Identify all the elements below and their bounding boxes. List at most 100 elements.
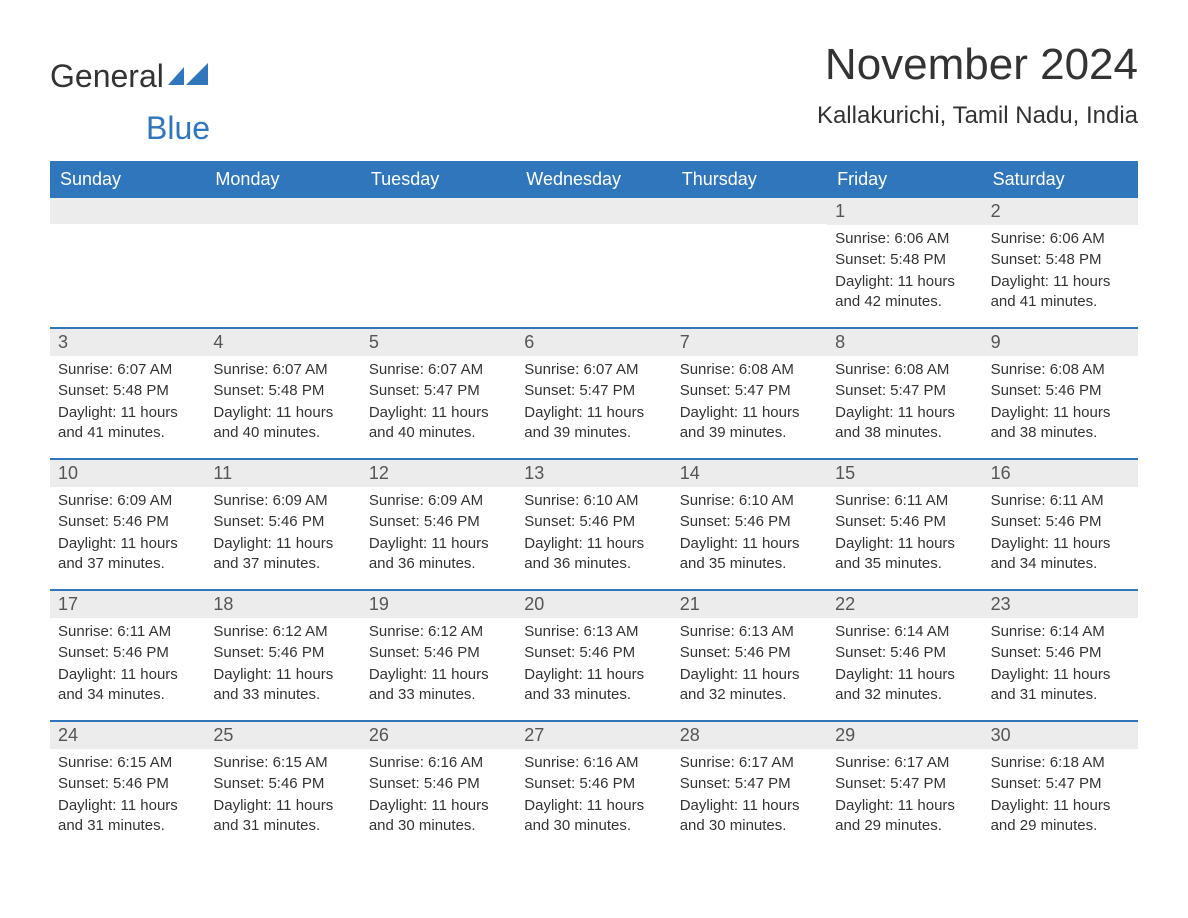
day-number: 6 [516, 329, 671, 356]
day-details: Sunrise: 6:16 AMSunset: 5:46 PMDaylight:… [516, 749, 671, 851]
calendar: Sunday Monday Tuesday Wednesday Thursday… [50, 161, 1138, 851]
day-details: Sunrise: 6:16 AMSunset: 5:46 PMDaylight:… [361, 749, 516, 851]
sunset-line: Sunset: 5:47 PM [835, 381, 974, 401]
day-details: Sunrise: 6:13 AMSunset: 5:46 PMDaylight:… [672, 618, 827, 720]
day-details: Sunrise: 6:08 AMSunset: 5:46 PMDaylight:… [983, 356, 1138, 458]
day-details: Sunrise: 6:09 AMSunset: 5:46 PMDaylight:… [205, 487, 360, 589]
day-details: Sunrise: 6:10 AMSunset: 5:46 PMDaylight:… [516, 487, 671, 589]
sunset-line: Sunset: 5:46 PM [369, 643, 508, 663]
sunrise-line: Sunrise: 6:16 AM [524, 753, 663, 773]
sunset-line: Sunset: 5:47 PM [680, 381, 819, 401]
day-number: 17 [50, 591, 205, 618]
day-details: Sunrise: 6:18 AMSunset: 5:47 PMDaylight:… [983, 749, 1138, 851]
daylight-line: Daylight: 11 hours and 35 minutes. [835, 534, 974, 575]
weekday-header: Friday [827, 161, 982, 198]
weekday-header: Thursday [672, 161, 827, 198]
sunrise-line: Sunrise: 6:12 AM [369, 622, 508, 642]
day-number: 21 [672, 591, 827, 618]
day-details: Sunrise: 6:06 AMSunset: 5:48 PMDaylight:… [983, 225, 1138, 327]
day-number: 4 [205, 329, 360, 356]
month-title: November 2024 [817, 40, 1138, 90]
day-details: Sunrise: 6:11 AMSunset: 5:46 PMDaylight:… [983, 487, 1138, 589]
day-details: Sunrise: 6:10 AMSunset: 5:46 PMDaylight:… [672, 487, 827, 589]
daylight-line: Daylight: 11 hours and 34 minutes. [58, 665, 197, 706]
sunset-line: Sunset: 5:46 PM [213, 774, 352, 794]
sunset-line: Sunset: 5:46 PM [680, 512, 819, 532]
sunset-line: Sunset: 5:47 PM [524, 381, 663, 401]
daylight-line: Daylight: 11 hours and 38 minutes. [991, 403, 1130, 444]
day-cell: 16Sunrise: 6:11 AMSunset: 5:46 PMDayligh… [983, 460, 1138, 589]
day-cell: 12Sunrise: 6:09 AMSunset: 5:46 PMDayligh… [361, 460, 516, 589]
daylight-line: Daylight: 11 hours and 34 minutes. [991, 534, 1130, 575]
day-cell [205, 198, 360, 327]
weekday-header: Wednesday [516, 161, 671, 198]
day-details: Sunrise: 6:12 AMSunset: 5:46 PMDaylight:… [361, 618, 516, 720]
day-number: 28 [672, 722, 827, 749]
day-number: 3 [50, 329, 205, 356]
day-number: 11 [205, 460, 360, 487]
sunrise-line: Sunrise: 6:17 AM [835, 753, 974, 773]
day-number: 23 [983, 591, 1138, 618]
day-cell: 20Sunrise: 6:13 AMSunset: 5:46 PMDayligh… [516, 591, 671, 720]
day-number: 1 [827, 198, 982, 225]
daylight-line: Daylight: 11 hours and 31 minutes. [991, 665, 1130, 706]
daylight-line: Daylight: 11 hours and 41 minutes. [58, 403, 197, 444]
day-details: Sunrise: 6:09 AMSunset: 5:46 PMDaylight:… [50, 487, 205, 589]
sunrise-line: Sunrise: 6:09 AM [369, 491, 508, 511]
day-number: 26 [361, 722, 516, 749]
day-cell: 8Sunrise: 6:08 AMSunset: 5:47 PMDaylight… [827, 329, 982, 458]
daylight-line: Daylight: 11 hours and 42 minutes. [835, 272, 974, 313]
sunset-line: Sunset: 5:46 PM [991, 643, 1130, 663]
day-details: Sunrise: 6:11 AMSunset: 5:46 PMDaylight:… [50, 618, 205, 720]
day-cell: 1Sunrise: 6:06 AMSunset: 5:48 PMDaylight… [827, 198, 982, 327]
empty-day-band [361, 198, 516, 224]
sunset-line: Sunset: 5:47 PM [991, 774, 1130, 794]
daylight-line: Daylight: 11 hours and 41 minutes. [991, 272, 1130, 313]
sunrise-line: Sunrise: 6:18 AM [991, 753, 1130, 773]
calendar-week-row: 24Sunrise: 6:15 AMSunset: 5:46 PMDayligh… [50, 720, 1138, 851]
day-cell [516, 198, 671, 327]
day-number: 29 [827, 722, 982, 749]
day-details: Sunrise: 6:15 AMSunset: 5:46 PMDaylight:… [205, 749, 360, 851]
day-cell: 9Sunrise: 6:08 AMSunset: 5:46 PMDaylight… [983, 329, 1138, 458]
sunset-line: Sunset: 5:48 PM [991, 250, 1130, 270]
day-details: Sunrise: 6:07 AMSunset: 5:48 PMDaylight:… [50, 356, 205, 458]
sunrise-line: Sunrise: 6:07 AM [524, 360, 663, 380]
empty-day-band [516, 198, 671, 224]
sunrise-line: Sunrise: 6:13 AM [524, 622, 663, 642]
daylight-line: Daylight: 11 hours and 33 minutes. [369, 665, 508, 706]
day-number: 2 [983, 198, 1138, 225]
sunset-line: Sunset: 5:47 PM [369, 381, 508, 401]
day-number: 15 [827, 460, 982, 487]
daylight-line: Daylight: 11 hours and 32 minutes. [835, 665, 974, 706]
day-cell: 2Sunrise: 6:06 AMSunset: 5:48 PMDaylight… [983, 198, 1138, 327]
sunrise-line: Sunrise: 6:11 AM [835, 491, 974, 511]
sunset-line: Sunset: 5:47 PM [835, 774, 974, 794]
calendar-week-row: 1Sunrise: 6:06 AMSunset: 5:48 PMDaylight… [50, 198, 1138, 327]
sunset-line: Sunset: 5:46 PM [213, 512, 352, 532]
day-cell: 19Sunrise: 6:12 AMSunset: 5:46 PMDayligh… [361, 591, 516, 720]
day-details: Sunrise: 6:17 AMSunset: 5:47 PMDaylight:… [827, 749, 982, 851]
day-cell [361, 198, 516, 327]
sunrise-line: Sunrise: 6:10 AM [680, 491, 819, 511]
day-details: Sunrise: 6:15 AMSunset: 5:46 PMDaylight:… [50, 749, 205, 851]
sunset-line: Sunset: 5:48 PM [58, 381, 197, 401]
day-cell: 4Sunrise: 6:07 AMSunset: 5:48 PMDaylight… [205, 329, 360, 458]
day-cell: 15Sunrise: 6:11 AMSunset: 5:46 PMDayligh… [827, 460, 982, 589]
daylight-line: Daylight: 11 hours and 30 minutes. [524, 796, 663, 837]
sunset-line: Sunset: 5:47 PM [680, 774, 819, 794]
day-details: Sunrise: 6:12 AMSunset: 5:46 PMDaylight:… [205, 618, 360, 720]
sunrise-line: Sunrise: 6:07 AM [369, 360, 508, 380]
calendar-week-row: 3Sunrise: 6:07 AMSunset: 5:48 PMDaylight… [50, 327, 1138, 458]
sunset-line: Sunset: 5:46 PM [835, 512, 974, 532]
day-cell: 6Sunrise: 6:07 AMSunset: 5:47 PMDaylight… [516, 329, 671, 458]
sunrise-line: Sunrise: 6:11 AM [58, 622, 197, 642]
daylight-line: Daylight: 11 hours and 37 minutes. [58, 534, 197, 575]
sunrise-line: Sunrise: 6:07 AM [213, 360, 352, 380]
calendar-body: 1Sunrise: 6:06 AMSunset: 5:48 PMDaylight… [50, 198, 1138, 851]
daylight-line: Daylight: 11 hours and 36 minutes. [524, 534, 663, 575]
daylight-line: Daylight: 11 hours and 39 minutes. [680, 403, 819, 444]
day-cell: 3Sunrise: 6:07 AMSunset: 5:48 PMDaylight… [50, 329, 205, 458]
day-details: Sunrise: 6:11 AMSunset: 5:46 PMDaylight:… [827, 487, 982, 589]
daylight-line: Daylight: 11 hours and 29 minutes. [835, 796, 974, 837]
